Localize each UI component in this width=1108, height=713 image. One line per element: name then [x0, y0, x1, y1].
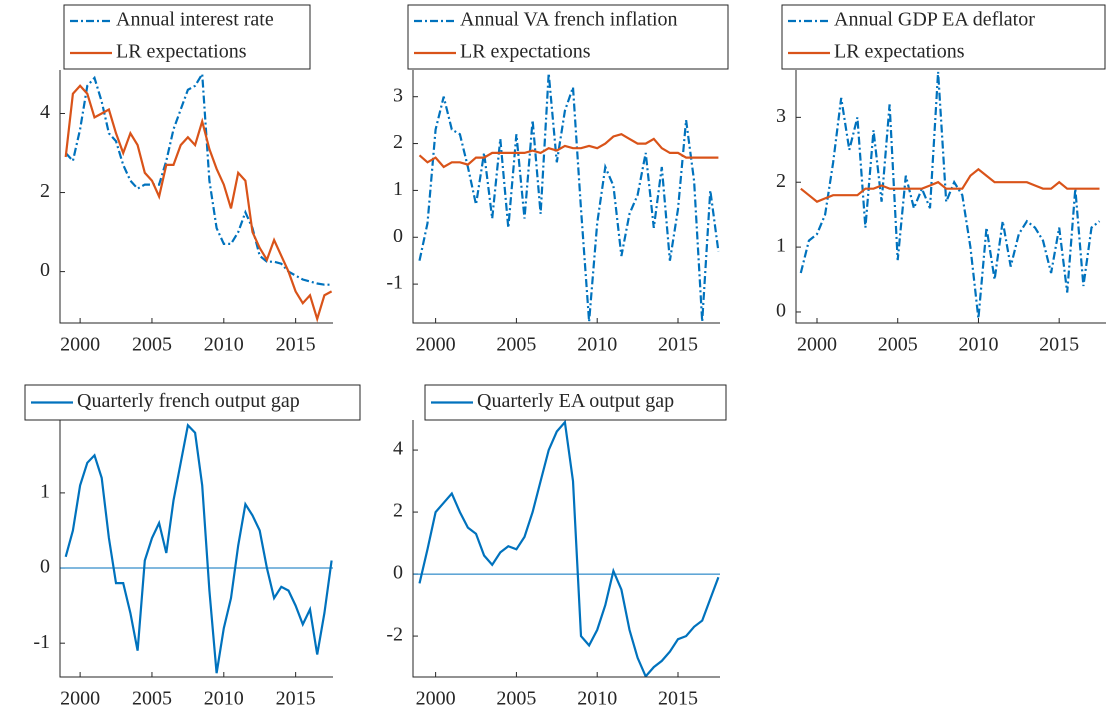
panel: 2000 2005 2010 2015 -1 0 1 Quarterly french out…	[24, 384, 361, 710]
x-tick-label: 2010	[958, 334, 998, 356]
x-tick-label: 2015	[658, 334, 698, 356]
legend-label: LR expectations	[460, 41, 591, 63]
legend-box	[63, 4, 311, 70]
y-tick-label: 0	[393, 225, 403, 247]
y-tick-label: 2	[393, 131, 403, 153]
legend-label: Annual GDP EA deflator	[834, 9, 1035, 31]
x-tick-label: 2015	[276, 688, 316, 710]
axes-lines	[795, 70, 1106, 324]
x-tick-label: 2010	[577, 688, 617, 710]
x-tick-label: 2010	[204, 688, 244, 710]
y-tick-label: 4	[40, 101, 50, 123]
y-tick-label: -1	[33, 631, 50, 653]
x-tick-label: 2000	[797, 334, 837, 356]
y-tick-label: 2	[393, 500, 403, 522]
plot-area	[60, 70, 333, 323]
legend-label: Quarterly french output gap	[77, 390, 300, 412]
legend-label: LR expectations	[834, 41, 965, 63]
plot-lines	[418, 73, 720, 322]
y-tick-label: 2	[40, 180, 50, 202]
axes-lines	[59, 70, 333, 324]
axes-lines	[59, 420, 333, 678]
x-tick-label: 2000	[416, 334, 456, 356]
series-line	[418, 73, 720, 322]
y-tick-label: 0	[40, 556, 50, 578]
y-tick-label: 1	[776, 235, 786, 257]
legend: Quarterly EA output gap	[424, 384, 727, 421]
x-tick-label: 2005	[878, 334, 918, 356]
legend-box	[781, 4, 1106, 70]
legend: Annual GDP EA deflator LR expectations	[781, 4, 1106, 70]
panel: 2000 2005 2010 2015 0 1 2 3 Annual GDP EA deflat…	[776, 4, 1106, 356]
x-tick-label: 2015	[1039, 334, 1079, 356]
series-line	[64, 84, 333, 323]
y-tick-label: 2	[776, 170, 786, 192]
legend: Annual VA french inflation LR expectation…	[407, 4, 729, 70]
y-tick-label: 0	[40, 259, 50, 281]
x-tick-label: 2010	[204, 334, 244, 356]
y-tick-label: 3	[393, 84, 403, 106]
series-line	[64, 70, 332, 286]
legend: Annual interest rate LR expectations	[63, 4, 311, 70]
panel: 2000 2005 2010 2015 0 2 4 Annual interest rate L…	[40, 4, 333, 356]
x-tick-label: 2000	[416, 688, 456, 710]
y-tick-label: -1	[386, 272, 403, 294]
series-line	[418, 133, 719, 169]
y-tick-label: -2	[386, 624, 403, 646]
legend-box	[24, 384, 361, 421]
plot-area	[413, 420, 720, 677]
x-tick-label: 2005	[496, 688, 536, 710]
series-line	[418, 420, 720, 677]
x-tick-label: 2005	[496, 334, 536, 356]
x-tick-label: 2000	[60, 688, 100, 710]
x-tick-label: 2015	[658, 688, 698, 710]
legend-label: Annual VA french inflation	[460, 9, 678, 31]
series-line	[800, 167, 1100, 203]
plot-area	[413, 70, 720, 323]
x-tick-label: 2005	[132, 688, 172, 710]
plot-lines	[413, 420, 720, 677]
y-tick-label: 3	[776, 105, 786, 127]
y-tick-label: 0	[393, 562, 403, 584]
x-tick-label: 2005	[132, 334, 172, 356]
y-tick-label: 0	[776, 300, 786, 322]
legend-box	[424, 384, 727, 421]
panel: 2000 2005 2010 2015 -2 0 2 4 Quarterly EA output…	[386, 384, 727, 710]
axes-lines	[412, 70, 720, 324]
axes-lines	[412, 420, 720, 678]
y-tick-label: 1	[40, 480, 50, 502]
legend-label: Annual interest rate	[116, 9, 274, 31]
y-tick-label: 4	[393, 438, 403, 460]
plot-lines	[799, 71, 1101, 319]
x-tick-label: 2010	[577, 334, 617, 356]
plot-lines	[60, 423, 333, 674]
legend-label: LR expectations	[116, 41, 247, 63]
y-tick-label: 1	[393, 178, 403, 200]
x-tick-label: 2000	[60, 334, 100, 356]
legend: Quarterly french output gap	[24, 384, 361, 421]
series-line	[799, 71, 1101, 319]
plot-lines	[64, 70, 333, 323]
legend-box	[407, 4, 729, 70]
plot-area	[796, 70, 1106, 323]
legend-label: Quarterly EA output gap	[477, 390, 674, 412]
plot-area	[60, 420, 333, 677]
x-tick-label: 2015	[276, 334, 316, 356]
series-line	[64, 423, 333, 674]
